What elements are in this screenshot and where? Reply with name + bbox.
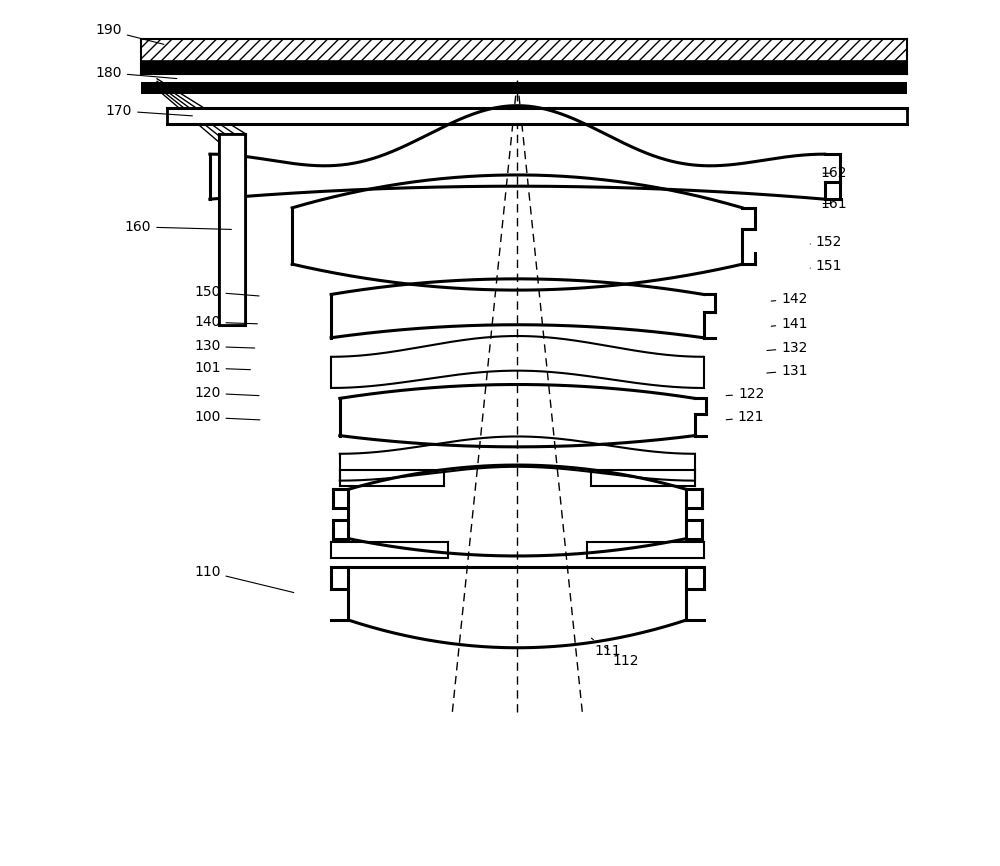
- Text: 151: 151: [810, 259, 842, 273]
- Text: 112: 112: [604, 647, 639, 668]
- Text: 100: 100: [194, 410, 260, 424]
- Text: 110: 110: [194, 565, 294, 592]
- Text: 142: 142: [771, 292, 808, 306]
- Text: 141: 141: [771, 317, 808, 331]
- Bar: [219, 134, 245, 325]
- Text: 150: 150: [194, 285, 259, 299]
- Text: 130: 130: [194, 339, 255, 353]
- Text: 160: 160: [125, 220, 231, 234]
- Text: 131: 131: [767, 364, 808, 378]
- Text: 152: 152: [810, 236, 842, 249]
- Text: 122: 122: [726, 387, 764, 401]
- Bar: [167, 108, 907, 124]
- Text: 190: 190: [95, 23, 164, 44]
- Text: 132: 132: [767, 341, 808, 355]
- Text: 161: 161: [820, 197, 847, 210]
- Text: 111: 111: [591, 638, 622, 658]
- Text: 170: 170: [106, 104, 192, 118]
- Bar: [141, 39, 907, 61]
- Bar: [141, 61, 907, 74]
- Text: 121: 121: [726, 410, 764, 424]
- Text: 140: 140: [194, 315, 257, 329]
- Text: 120: 120: [194, 386, 259, 400]
- Text: 162: 162: [820, 166, 847, 180]
- Text: 180: 180: [95, 66, 177, 80]
- Bar: [141, 82, 907, 94]
- Text: 101: 101: [194, 361, 250, 375]
